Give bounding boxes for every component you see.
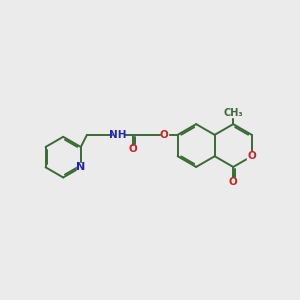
Bar bbox=[247, 152, 256, 160]
Bar bbox=[76, 164, 85, 171]
Text: CH₃: CH₃ bbox=[224, 108, 243, 118]
Text: N: N bbox=[76, 162, 86, 172]
Text: O: O bbox=[160, 130, 169, 140]
Text: NH: NH bbox=[109, 130, 127, 140]
Text: O: O bbox=[248, 151, 256, 161]
Bar bbox=[229, 178, 238, 186]
Bar bbox=[227, 109, 239, 117]
Bar bbox=[161, 131, 168, 138]
Text: O: O bbox=[129, 144, 138, 154]
Bar bbox=[112, 131, 123, 139]
Text: O: O bbox=[229, 177, 238, 187]
Bar bbox=[130, 146, 137, 153]
